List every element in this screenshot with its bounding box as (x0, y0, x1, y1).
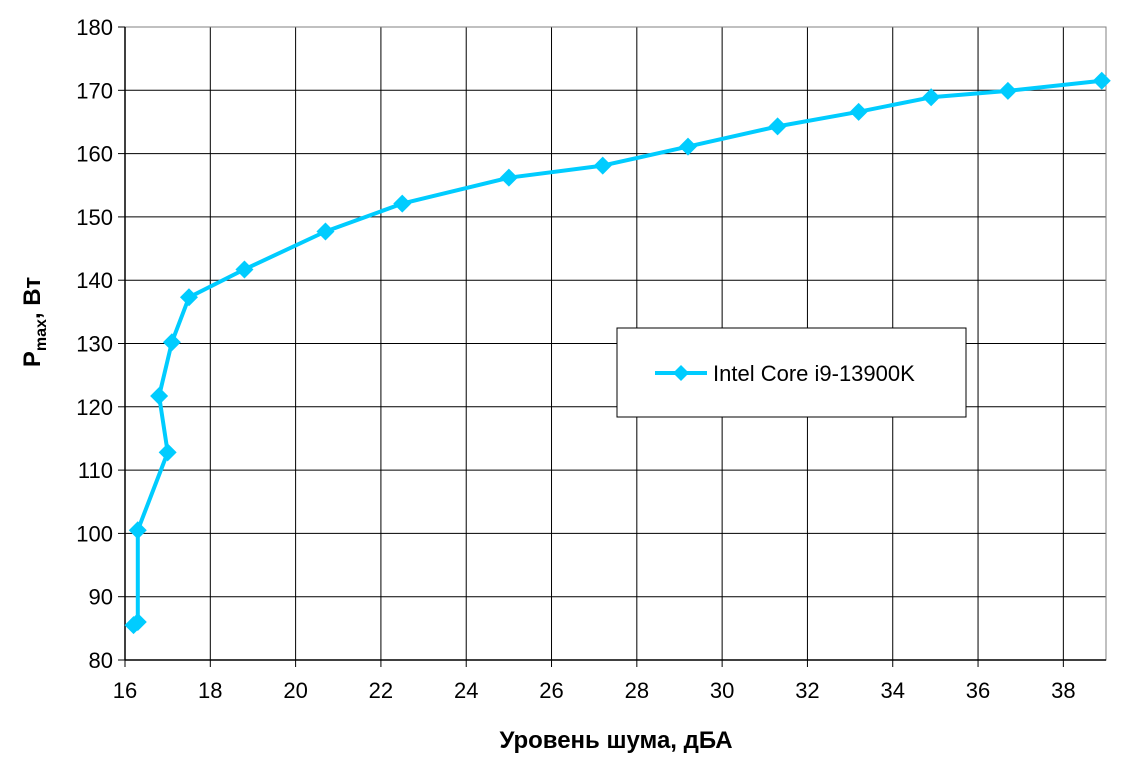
axes (118, 26, 1107, 667)
legend-marker (673, 365, 689, 381)
x-tick-label: 16 (113, 678, 137, 703)
data-point (922, 88, 941, 107)
y-tick-label: 100 (76, 521, 113, 546)
x-tick-label: 36 (966, 678, 990, 703)
data-point (128, 613, 147, 632)
y-axis-title: Pmax, Вт (19, 277, 50, 367)
legend: Intel Core i9-13900K (616, 327, 967, 418)
data-point (768, 117, 787, 136)
x-tick-label: 20 (283, 678, 307, 703)
x-tick-label: 38 (1051, 678, 1075, 703)
data-point (849, 102, 868, 121)
y-tick-label: 90 (89, 585, 113, 610)
data-point (316, 222, 335, 241)
y-tick-label: 140 (76, 268, 113, 293)
y-axis-title-sub: max (33, 319, 50, 351)
x-tick-label: 30 (710, 678, 734, 703)
data-point (128, 521, 147, 540)
y-tick-label: 110 (78, 458, 113, 483)
x-tick-label: 34 (880, 678, 904, 703)
x-tick-label: 22 (369, 678, 393, 703)
data-point (393, 194, 412, 213)
y-tick-label: 130 (76, 332, 113, 357)
y-tick-label: 160 (76, 142, 113, 167)
y-axis-title-main: P (19, 351, 46, 367)
data-point (158, 443, 177, 462)
data-point (235, 260, 254, 279)
data-point (1092, 71, 1111, 90)
y-tick-label: 80 (89, 648, 113, 673)
data-point (162, 333, 181, 352)
x-tick-label: 18 (198, 678, 222, 703)
x-axis-title: Уровень шума, дБА (499, 727, 732, 754)
legend-label: Intel Core i9-13900K (713, 361, 915, 386)
y-tick-label: 120 (76, 395, 113, 420)
y-tick-label: 150 (76, 205, 113, 230)
x-tick-label: 28 (625, 678, 649, 703)
data-point (679, 137, 698, 156)
data-point (150, 387, 169, 406)
series-layer (124, 71, 1111, 635)
data-point (179, 288, 198, 307)
data-point (499, 168, 518, 187)
y-tick-label: 180 (76, 15, 113, 40)
y-axis-title-unit: , Вт (19, 277, 46, 319)
x-tick-label: 24 (454, 678, 478, 703)
data-point (593, 156, 612, 175)
x-tick-label: 26 (539, 678, 563, 703)
series-line (132, 78, 1102, 627)
y-tick-label: 170 (76, 78, 113, 103)
data-point (998, 81, 1017, 100)
x-tick-label: 32 (795, 678, 819, 703)
tick-labels: 80 90 100 110 120 130 140 150 160 170 180 16 18 20 22 2… (76, 15, 1075, 703)
